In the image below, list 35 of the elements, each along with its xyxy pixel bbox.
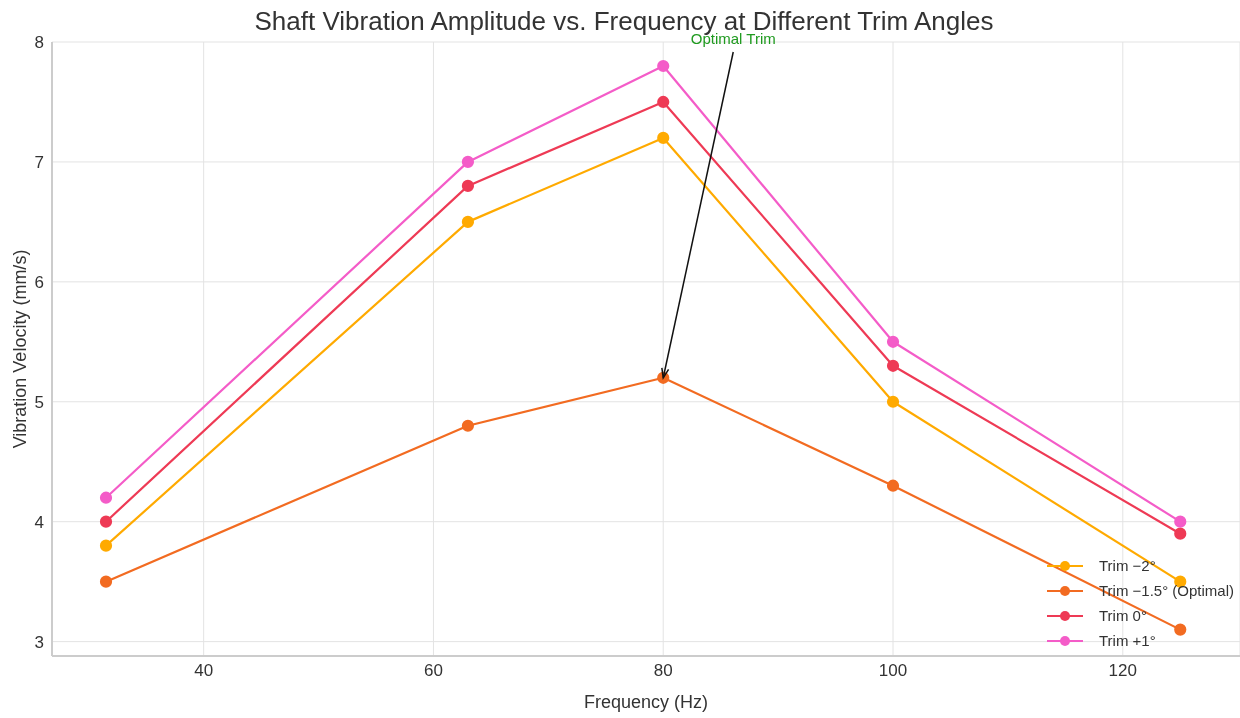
legend-label: Trim −1.5° (Optimal) bbox=[1098, 582, 1234, 599]
point bbox=[657, 95, 670, 109]
point bbox=[886, 335, 900, 348]
y-tick-label: 3 bbox=[34, 632, 44, 652]
point bbox=[1174, 623, 1187, 636]
point bbox=[657, 59, 670, 73]
point bbox=[1174, 515, 1187, 528]
x-tick-label: 60 bbox=[423, 661, 443, 681]
legend-label: Trim +1° bbox=[1098, 632, 1156, 649]
point bbox=[886, 479, 900, 492]
point bbox=[99, 515, 113, 528]
y-axis-title: Vibration Velocity (mm/s) bbox=[10, 249, 31, 449]
y-tick-label: 8 bbox=[34, 33, 44, 53]
point bbox=[886, 359, 900, 372]
x-axis-title: Frequency (Hz) bbox=[583, 692, 709, 712]
point bbox=[461, 215, 475, 228]
point bbox=[99, 539, 113, 552]
point bbox=[461, 419, 475, 432]
x-tick-label: 100 bbox=[878, 661, 908, 681]
y-tick-label: 6 bbox=[34, 272, 44, 292]
point bbox=[99, 575, 113, 588]
y-tick-label: 4 bbox=[34, 512, 44, 532]
point bbox=[886, 395, 900, 408]
point bbox=[657, 131, 670, 145]
x-tick-label: 120 bbox=[1108, 661, 1137, 681]
y-tick-label: 7 bbox=[34, 152, 44, 172]
point bbox=[461, 179, 475, 193]
legend-label: Trim 0° bbox=[1098, 607, 1147, 624]
point bbox=[1174, 527, 1187, 540]
point bbox=[99, 491, 113, 504]
x-tick-label: 80 bbox=[653, 661, 673, 681]
x-tick-label: 40 bbox=[194, 661, 214, 681]
y-tick-label: 5 bbox=[34, 392, 44, 412]
point bbox=[461, 155, 475, 169]
legend-label: Trim −2° bbox=[1098, 557, 1156, 574]
